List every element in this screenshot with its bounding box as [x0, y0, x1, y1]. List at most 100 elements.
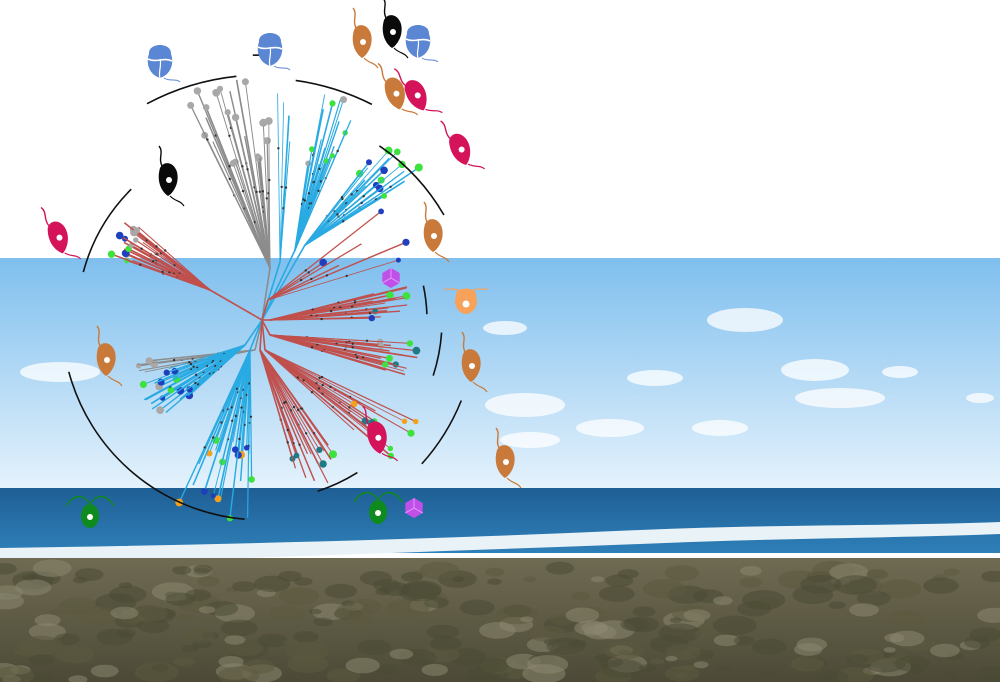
tree-node	[249, 415, 253, 418]
tree-node	[307, 192, 311, 195]
flagellate-magenta-icon	[362, 405, 399, 462]
cloud	[781, 359, 849, 381]
tree-node	[304, 269, 307, 272]
tree-node	[214, 134, 217, 137]
tree-branch	[249, 349, 253, 480]
tree-node	[389, 185, 392, 188]
tip-marker	[133, 227, 140, 234]
shrub	[650, 658, 665, 665]
shrub	[164, 591, 179, 598]
shrub	[178, 614, 196, 622]
shrub	[581, 622, 608, 634]
tree-branch	[269, 302, 386, 321]
tree-branch	[304, 167, 369, 246]
tip-marker	[135, 363, 142, 369]
bracket-red-3	[421, 400, 463, 465]
shrub	[278, 587, 319, 606]
tip-marker	[263, 137, 271, 145]
shrub	[197, 576, 220, 587]
dinoflagellate-icon	[405, 25, 439, 63]
tree-branch	[259, 349, 298, 456]
chlamydomonas-icon	[353, 492, 403, 524]
tip-marker	[350, 400, 358, 408]
tree-node	[360, 201, 363, 205]
tree-node	[292, 405, 296, 409]
shrub	[184, 629, 215, 643]
shrub	[20, 635, 63, 656]
tree-node	[325, 274, 329, 277]
shrub	[116, 628, 136, 638]
tree-node	[353, 301, 357, 304]
tree-branch	[261, 244, 306, 321]
tree-node	[310, 277, 313, 281]
tree-branch	[304, 195, 385, 246]
tree-node	[298, 443, 301, 446]
tree-branch	[259, 157, 271, 269]
cloud	[966, 393, 994, 403]
tip-marker	[232, 446, 239, 453]
shrub	[658, 623, 701, 643]
chlamydomonas-icon	[65, 496, 115, 528]
tree-branch	[304, 170, 405, 246]
tree-branch	[178, 349, 251, 503]
tree-branch	[267, 259, 399, 301]
tree-branch	[229, 349, 251, 519]
shrub	[224, 635, 246, 645]
tree-node	[203, 446, 206, 449]
shrub	[889, 630, 925, 647]
shrub	[923, 577, 959, 594]
cloud	[20, 362, 100, 382]
shrub	[523, 576, 537, 583]
tree-node	[246, 168, 249, 171]
flagellate-black-icon	[382, 0, 409, 59]
shrub	[520, 616, 534, 623]
shrub	[375, 588, 391, 596]
shrub	[336, 602, 374, 620]
shrub	[243, 659, 275, 674]
shrub	[75, 606, 118, 626]
shrub	[485, 567, 505, 577]
shrub	[269, 605, 306, 622]
cloud	[707, 308, 783, 332]
tip-marker	[234, 451, 242, 459]
shrub	[386, 598, 430, 618]
tip-marker	[133, 237, 139, 243]
tip-marker	[216, 85, 224, 92]
shrub	[487, 578, 502, 585]
shrub	[941, 671, 956, 679]
tree-branch	[261, 267, 271, 321]
tree-branch	[267, 264, 340, 301]
tree-branch	[304, 169, 385, 246]
shrub	[981, 570, 1000, 583]
tree-node	[164, 249, 167, 252]
tree-node	[345, 274, 348, 278]
shrub	[286, 641, 329, 661]
shrub	[800, 575, 842, 594]
tip-marker	[412, 346, 421, 355]
tree-node	[342, 220, 345, 223]
tree-node	[355, 356, 359, 359]
shrub	[828, 601, 846, 609]
shrub	[623, 616, 660, 633]
tip-marker	[243, 445, 250, 451]
shrub	[796, 637, 828, 652]
tree-node	[277, 147, 280, 150]
tree-node	[296, 408, 300, 412]
tip-marker	[401, 418, 408, 424]
shrub	[309, 608, 322, 615]
shrub	[964, 636, 991, 649]
shrub	[459, 599, 495, 616]
tree-node	[368, 312, 372, 315]
tree-branch	[154, 344, 246, 384]
tree-node	[318, 167, 321, 170]
tree-branch	[227, 112, 271, 269]
tip-marker	[145, 357, 153, 365]
tip-marker	[264, 117, 273, 125]
tree-node	[238, 437, 241, 441]
shrub	[833, 575, 878, 595]
tree-node	[284, 186, 288, 189]
tree-node	[317, 387, 321, 390]
tree-node	[228, 177, 231, 181]
tip-marker	[406, 340, 414, 347]
tree-branch	[269, 334, 406, 376]
